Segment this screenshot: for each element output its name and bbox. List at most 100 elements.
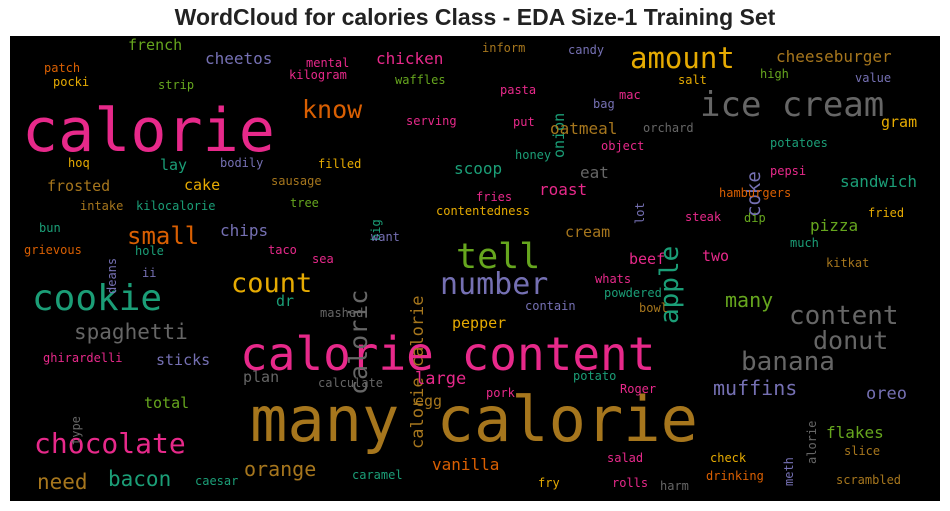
- word-hoq: hoq: [68, 156, 90, 170]
- word-cake: cake: [184, 176, 221, 194]
- word-check: check: [710, 451, 747, 465]
- word-powdered: powdered: [604, 286, 662, 300]
- word-number: number: [440, 267, 549, 302]
- word-bacon: bacon: [108, 467, 172, 491]
- word-fried: fried: [868, 206, 905, 220]
- word-alorie: alorie: [805, 420, 819, 465]
- word-object: object: [601, 139, 645, 153]
- word-sandwich: sandwich: [840, 172, 918, 191]
- word-strip: strip: [158, 78, 195, 92]
- word-roast: roast: [539, 180, 588, 199]
- word-type: type: [69, 415, 83, 445]
- word-mashed: mashed: [320, 306, 364, 320]
- word-plan: plan: [243, 368, 280, 386]
- word-salt: salt: [678, 73, 707, 87]
- word-filled: filled: [318, 157, 362, 171]
- word-chicken: chicken: [376, 49, 444, 68]
- word-egg: egg: [415, 392, 443, 410]
- word-many: many: [725, 288, 774, 312]
- word-frosted: frosted: [47, 177, 111, 195]
- word-cloud: calorie many calorie calorie content ice cr…: [10, 36, 940, 501]
- word-taco: taco: [268, 243, 297, 257]
- word-contain: contain: [525, 299, 576, 313]
- word-know: know: [302, 95, 363, 124]
- word-total: total: [144, 394, 190, 412]
- word-hamburgers: hamburgers: [719, 186, 792, 200]
- word-ii: ii: [142, 266, 157, 280]
- word-fry: fry: [538, 476, 560, 490]
- word-patch: patch: [44, 61, 81, 75]
- word-vanilla: vanilla: [432, 455, 500, 474]
- word-cheetos: cheetos: [205, 49, 273, 68]
- word-tree: tree: [290, 196, 319, 210]
- word-serving: serving: [406, 114, 457, 128]
- word-waffles: waffles: [395, 73, 446, 87]
- word-spaghetti: spaghetti: [74, 320, 188, 344]
- word-kilogram: kilogram: [289, 68, 347, 82]
- word-harm: harm: [660, 479, 689, 493]
- chart-title: WordCloud for calories Class - EDA Size-…: [174, 4, 776, 30]
- word-small: small: [127, 222, 200, 250]
- word-hole: hole: [135, 244, 164, 258]
- word-contentedness: contentedness: [436, 204, 530, 218]
- word-pepsi: pepsi: [770, 164, 807, 178]
- word-salad: salad: [607, 451, 644, 465]
- word-two: two: [702, 247, 730, 265]
- word-grievous: grievous: [24, 243, 82, 257]
- word-roger: Roger: [620, 382, 657, 396]
- word-intake: intake: [80, 199, 124, 213]
- word-calorie-content: calorie content: [240, 327, 656, 381]
- word-orchard: orchard: [643, 121, 694, 135]
- word-inform: inform: [482, 41, 526, 55]
- word-content: content: [789, 301, 899, 331]
- word-dr: dr: [276, 292, 295, 310]
- word-count: count: [231, 268, 313, 299]
- word-whats: whats: [595, 272, 632, 286]
- word-candy: candy: [568, 43, 605, 57]
- word-calculate: calculate: [318, 376, 384, 390]
- word-cookie: cookie: [32, 278, 163, 319]
- word-lot: lot: [633, 201, 647, 224]
- word-bowl: bowl: [639, 301, 668, 315]
- word-donut: donut: [813, 326, 889, 355]
- word-mental: mental: [306, 56, 350, 70]
- word-ghirardelli: ghirardelli: [43, 351, 123, 365]
- word-rolls: rolls: [612, 476, 649, 490]
- word-sticks: sticks: [156, 351, 211, 369]
- word-eat: eat: [580, 163, 609, 182]
- word-ice-cream: ice cream: [700, 85, 885, 125]
- word-fries: fries: [476, 190, 513, 204]
- word-cream: cream: [565, 223, 611, 241]
- word-meth: meth: [782, 456, 796, 486]
- word-caesar: caesar: [195, 474, 239, 488]
- word-scoop: scoop: [454, 159, 503, 178]
- word-calorie: calorie: [22, 96, 275, 166]
- word-need: need: [37, 470, 88, 494]
- word-value: value: [855, 71, 892, 85]
- word-bodily: bodily: [220, 156, 264, 170]
- word-scrambled: scrambled: [836, 473, 902, 487]
- word-flakes: flakes: [826, 423, 884, 442]
- word-put: put: [513, 115, 535, 129]
- word-mac: mac: [619, 88, 641, 102]
- word-bun: bun: [39, 221, 61, 235]
- word-kitkat: kitkat: [826, 256, 870, 270]
- word-orange: orange: [244, 457, 317, 481]
- word-lay: lay: [160, 156, 188, 174]
- word-want: want: [371, 230, 400, 244]
- word-dip: dip: [744, 211, 766, 225]
- word-pasta: pasta: [500, 83, 537, 97]
- word-chocolate: chocolate: [34, 427, 186, 460]
- word-banana: banana: [741, 347, 835, 377]
- word-caramel: caramel: [352, 468, 403, 482]
- word-sausage: sausage: [271, 174, 322, 188]
- word-steak: steak: [685, 210, 722, 224]
- word-honey: honey: [515, 148, 552, 162]
- word-drinking: drinking: [706, 469, 764, 483]
- word-slice: slice: [844, 444, 881, 458]
- word-chips: chips: [220, 221, 269, 240]
- word-potatoes: potatoes: [770, 136, 828, 150]
- word-pizza: pizza: [810, 216, 859, 235]
- word-high: high: [760, 67, 789, 81]
- word-oreo: oreo: [866, 384, 907, 404]
